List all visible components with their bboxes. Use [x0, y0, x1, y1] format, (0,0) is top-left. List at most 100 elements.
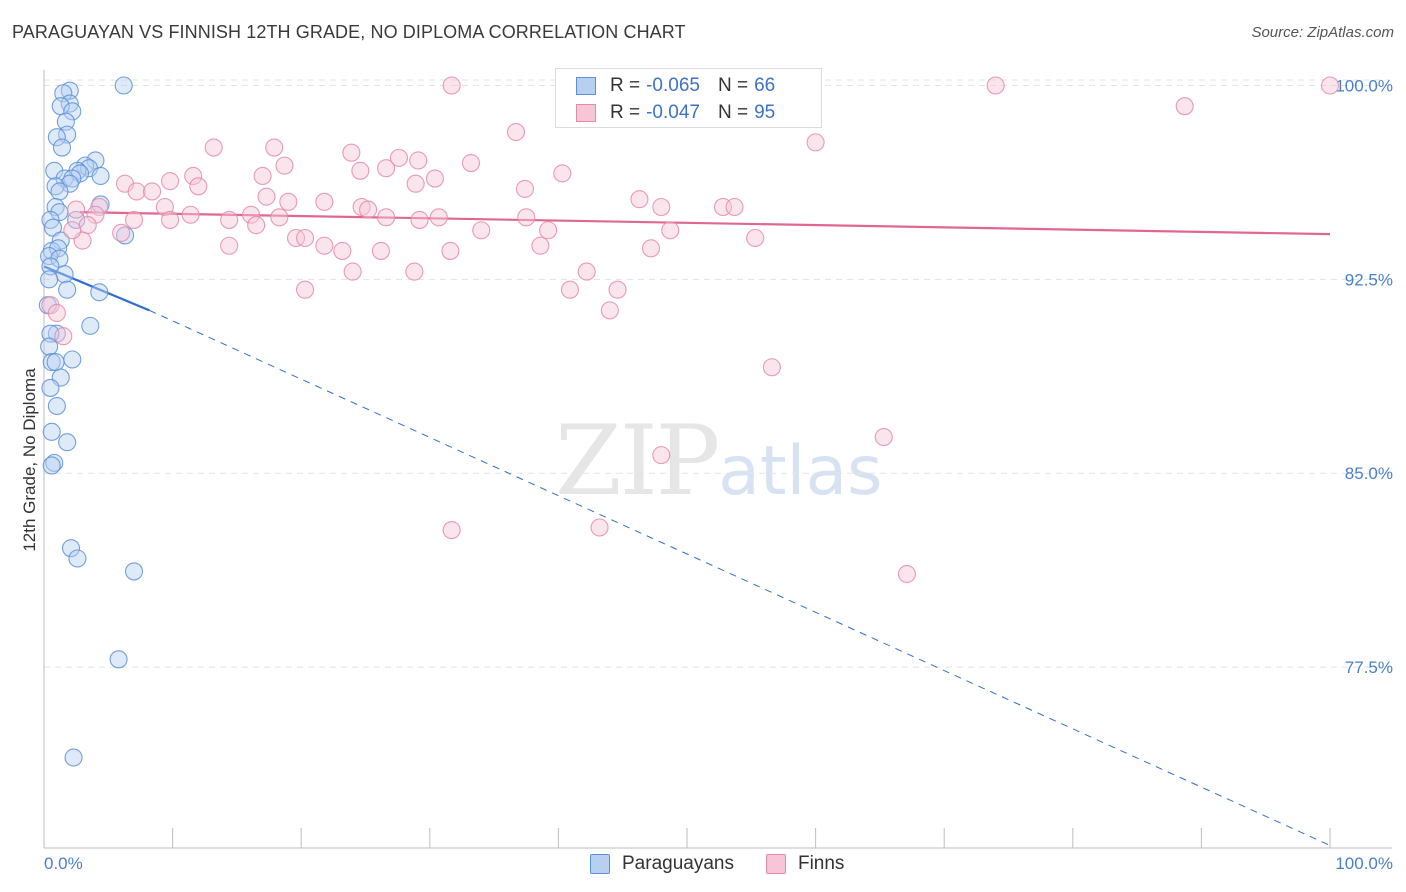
finn-point: [160, 210, 180, 229]
finn-point: [181, 205, 200, 224]
finn-point: [359, 200, 378, 219]
paraguayan-point: [42, 422, 61, 441]
finn-point: [806, 133, 825, 152]
paraguayan-point: [63, 169, 82, 188]
finn-point: [275, 156, 294, 175]
finn-point: [377, 159, 396, 178]
correlation-legend: R = -0.065 N = 66 R = -0.047 N = 95: [555, 68, 822, 128]
finn-point: [253, 166, 272, 186]
legend-swatch-blue: [576, 77, 596, 95]
finn-point: [406, 174, 425, 193]
gridlines: [44, 79, 1390, 668]
finn-point: [553, 164, 572, 183]
paraguayan-point: [40, 270, 59, 289]
legend-item-finns[interactable]: Finns: [765, 853, 845, 875]
finn-point: [986, 76, 1005, 95]
finn-point: [472, 221, 491, 240]
paraguayan-point: [45, 453, 64, 472]
tick-labels: 100.0% 92.5% 85.0% 77.5% 0.0% 100.0%: [44, 77, 1393, 873]
paraguayan-point: [45, 161, 64, 180]
finn-point: [377, 208, 396, 227]
finn-point: [409, 151, 428, 170]
finn-point: [531, 236, 550, 255]
legend-label: Paraguayans: [622, 853, 734, 874]
finn-point: [441, 241, 460, 260]
paraguayan-trend-line: [43, 265, 150, 312]
finn-point: [630, 190, 649, 209]
finn-point: [124, 210, 144, 229]
series-legend: Paraguayans Finns: [590, 851, 876, 877]
finn-point: [652, 446, 671, 465]
axes: [43, 70, 1392, 849]
paraguayan-point: [58, 280, 77, 299]
finn-point: [86, 205, 105, 224]
paraguayan-point: [114, 76, 133, 95]
paraguayan-point: [47, 128, 66, 147]
paraguayan-point: [124, 562, 144, 581]
paraguayan-point: [60, 174, 79, 193]
finn-point: [442, 76, 461, 95]
finn-point: [608, 280, 627, 299]
legend-label: Finns: [797, 853, 845, 874]
paraguayan-point: [42, 353, 61, 372]
paraguayan-point: [109, 650, 128, 669]
finn-point: [315, 192, 334, 211]
finn-point: [220, 210, 239, 229]
paraguayan-point: [50, 182, 69, 201]
source-label: Source: ZipAtlas.com: [1251, 24, 1394, 41]
legend-n-value: 95: [754, 102, 776, 123]
finn-point: [247, 216, 266, 235]
paraguayan-point: [64, 748, 83, 767]
legend-r-label: R =: [610, 102, 641, 123]
finn-point: [425, 169, 444, 188]
finn-point: [127, 182, 146, 201]
finn-point: [1175, 97, 1194, 116]
finn-point: [405, 262, 424, 281]
x-tick-label: 100.0%: [1335, 854, 1393, 873]
legend-r-value: -0.065: [646, 75, 700, 96]
paraguayan-point: [41, 378, 60, 397]
legend-row-paraguayans: R = -0.065 N = 66: [576, 73, 775, 99]
finn-point: [577, 262, 596, 281]
legend-swatch-pink: [576, 104, 596, 122]
legend-item-paraguayans[interactable]: Paraguayans: [590, 853, 734, 875]
finn-point: [47, 303, 66, 323]
finn-point: [389, 148, 408, 167]
finn-point: [142, 182, 162, 201]
finn-point: [270, 208, 289, 227]
finn-point: [461, 153, 481, 173]
finn-point: [296, 280, 315, 299]
finn-point: [257, 187, 276, 206]
finn-point: [429, 208, 448, 227]
legend-r-value: -0.047: [646, 102, 700, 123]
paraguayan-point: [61, 539, 81, 558]
paraguayan-point: [42, 456, 61, 475]
finn-point: [220, 236, 239, 255]
paraguayan-point: [46, 353, 65, 372]
finn-point: [897, 564, 916, 584]
legend-n-label: N =: [717, 75, 749, 96]
finn-point: [874, 427, 893, 447]
finn-point: [342, 143, 361, 162]
paraguayan-point: [41, 257, 60, 276]
finn-point: [315, 236, 334, 255]
finn-point: [661, 221, 680, 240]
y-tick-label: 85.0%: [1345, 464, 1393, 483]
legend-swatch-pink: [765, 854, 786, 874]
paraguayan-point: [81, 316, 100, 335]
y-tick-label: 100.0%: [1335, 77, 1393, 96]
finn-point: [590, 518, 609, 537]
finn-point: [515, 179, 535, 198]
paraguayan-trend-extension: [149, 309, 1331, 846]
finn-point: [112, 223, 131, 242]
finn-point: [204, 138, 223, 157]
data-points: [38, 76, 1340, 767]
legend-r-label: R =: [610, 75, 641, 96]
finn-point: [506, 122, 526, 142]
chart-title: PARAGUAYAN VS FINNISH 12TH GRADE, NO DIP…: [12, 22, 686, 42]
finn-point: [184, 166, 203, 186]
watermark: ZIPatlas: [555, 405, 883, 517]
finn-point: [351, 161, 370, 180]
paraguayan-point: [68, 549, 87, 568]
paraguayan-point: [52, 138, 72, 157]
